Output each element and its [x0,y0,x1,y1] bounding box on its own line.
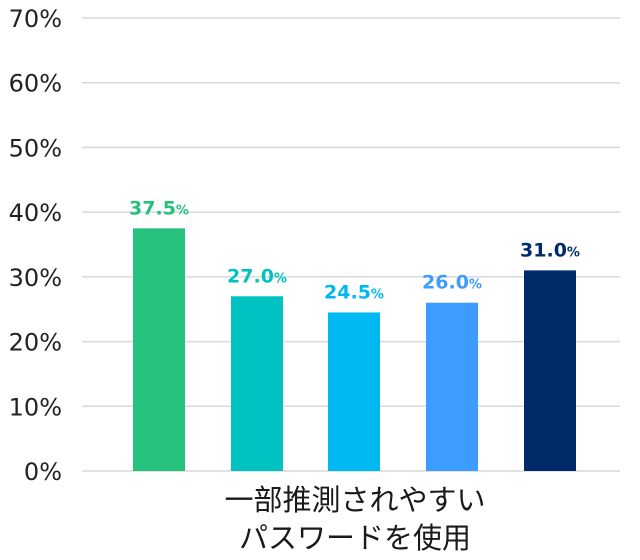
x-axis-category-label: 一部推測されやすい パスワードを使用 [224,483,485,555]
bar [328,312,380,471]
bar [133,228,185,471]
y-tick-label: 30% [9,264,62,292]
data-labels: 37.5% 27.0% 24.5% 26.0% 31.0% [129,197,580,303]
y-tick-label: 40% [9,199,62,227]
bar [524,270,576,471]
data-label: 37.5% [129,197,189,219]
y-tick-label: 0% [24,458,62,486]
bars [133,228,576,471]
y-tick-label: 10% [9,393,62,421]
data-label: 24.5% [324,281,384,303]
data-label: 26.0% [422,272,482,294]
category-label-line-2: パスワードを使用 [239,521,471,555]
data-label: 27.0% [227,265,287,287]
data-label: 31.0% [520,239,580,261]
category-label-line-1: 一部推測されやすい [224,483,485,517]
y-axis-tick-labels: 0% 10% 20% 30% 40% 50% 60% 70% [9,5,62,486]
y-tick-label: 70% [9,5,62,33]
y-tick-label: 20% [9,329,62,357]
y-tick-label: 60% [9,70,62,98]
bar [231,296,283,471]
bar [426,302,478,471]
y-tick-label: 50% [9,134,62,162]
